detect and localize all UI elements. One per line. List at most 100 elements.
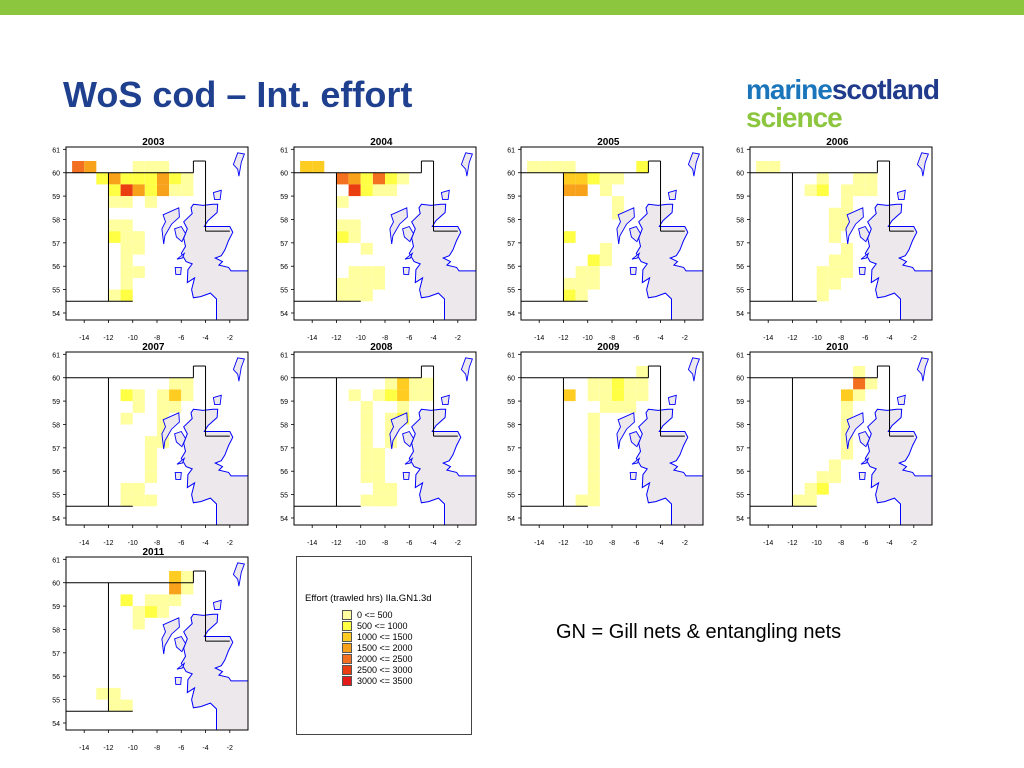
- effort-cell: [385, 482, 398, 495]
- effort-cell: [816, 277, 829, 290]
- scotland-landmass: [408, 408, 477, 526]
- x-tick-label: -10: [128, 335, 138, 342]
- effort-cell: [336, 231, 349, 243]
- x-tick-label: -12: [103, 335, 113, 342]
- effort-cell: [816, 471, 829, 483]
- y-tick-label: 57: [736, 241, 744, 248]
- effort-cell: [397, 377, 410, 390]
- effort-cell: [132, 401, 145, 413]
- effort-cell: [132, 389, 145, 402]
- legend-label: 1000 <= 1500: [357, 631, 413, 642]
- scotland-landmass: [635, 408, 704, 526]
- effort-cell: [360, 266, 373, 278]
- island-landmass: [629, 225, 642, 243]
- x-tick-label: -8: [154, 335, 160, 342]
- panel-year-label: 2004: [370, 137, 393, 148]
- y-tick-label: 54: [280, 516, 288, 523]
- effort-cell: [169, 377, 182, 390]
- effort-cell: [336, 289, 349, 302]
- scotland-landmass: [864, 203, 933, 321]
- y-tick-label: 55: [52, 288, 60, 295]
- effort-cell: [181, 172, 194, 185]
- island-landmass: [631, 457, 641, 465]
- effort-cell: [157, 594, 170, 607]
- x-tick-label: -8: [838, 335, 844, 342]
- effort-cell: [575, 172, 588, 185]
- effort-cell: [360, 471, 373, 483]
- effort-map-svg: 2010 61 60 59 58 57 56 55 54 -14 -12 -10 -8 -6 -4 -2: [736, 342, 933, 547]
- effort-cell: [612, 172, 625, 185]
- effort-cell: [336, 219, 349, 232]
- effort-cell: [599, 377, 612, 390]
- x-tick-label: -8: [154, 540, 160, 547]
- scotland-landmass: [180, 203, 249, 321]
- effort-cell: [372, 459, 385, 472]
- island-landmass: [687, 152, 701, 177]
- effort-cell: [132, 494, 145, 507]
- island-landmass: [460, 357, 474, 382]
- effort-cell: [120, 219, 133, 232]
- y-tick-label: 61: [52, 147, 60, 154]
- legend-item: 2500 <= 3000: [342, 664, 413, 675]
- effort-cell: [575, 266, 588, 278]
- y-tick-label: 59: [52, 194, 60, 201]
- legend-label: 2500 <= 3000: [357, 664, 413, 675]
- effort-map-panel: 2003 61 60 59 58 57 56 55 54 -14 -12 -10 -8 -6 -4 -2: [41, 135, 281, 345]
- y-tick-label: 61: [507, 352, 515, 359]
- island-landmass: [402, 266, 410, 275]
- y-tick-label: 56: [507, 264, 515, 271]
- scotland-landmass: [180, 613, 249, 731]
- effort-cell: [144, 594, 157, 607]
- x-tick-label: -8: [154, 745, 160, 752]
- island-landmass: [176, 457, 186, 465]
- effort-map-svg: 2009 61 60 59 58 57 56 55 54 -14 -12 -10 -8 -6 -4 -2: [507, 342, 704, 547]
- y-tick-label: 54: [736, 516, 744, 523]
- y-tick-label: 54: [52, 721, 60, 728]
- effort-cell: [372, 447, 385, 460]
- effort-cell: [816, 289, 829, 302]
- island-landmass: [402, 471, 410, 480]
- y-tick-label: 61: [52, 352, 60, 359]
- y-tick-label: 57: [507, 446, 515, 453]
- legend-swatch: [342, 675, 352, 686]
- effort-cell: [348, 172, 361, 185]
- island-landmass: [161, 617, 180, 655]
- y-tick-label: 54: [507, 311, 515, 318]
- effort-cell: [120, 184, 133, 197]
- island-landmass: [616, 207, 635, 245]
- effort-cell: [853, 389, 866, 402]
- y-tick-label: 58: [52, 217, 60, 224]
- effort-cell: [300, 161, 313, 173]
- effort-cell: [563, 231, 576, 243]
- effort-cell: [360, 184, 373, 197]
- effort-cell: [144, 172, 157, 185]
- effort-cell: [828, 254, 841, 267]
- effort-cell: [169, 172, 182, 185]
- effort-cell: [132, 242, 145, 255]
- island-landmass: [232, 152, 246, 177]
- effort-cell: [108, 699, 121, 712]
- legend-label: 1500 <= 2000: [357, 642, 413, 653]
- effort-cell: [841, 196, 854, 208]
- effort-cell: [120, 389, 133, 402]
- panel-year-label: 2010: [826, 342, 849, 353]
- effort-cell: [841, 424, 854, 437]
- effort-cell: [563, 161, 576, 173]
- y-tick-label: 59: [52, 399, 60, 406]
- legend-swatch: [342, 620, 352, 631]
- x-tick-label: -6: [406, 335, 412, 342]
- x-tick-label: -12: [103, 745, 113, 752]
- y-tick-label: 58: [280, 217, 288, 224]
- effort-cell: [120, 699, 133, 712]
- legend-label: 3000 <= 3500: [357, 675, 413, 686]
- effort-cell: [756, 161, 769, 173]
- panel-year-label: 2006: [826, 137, 849, 148]
- effort-cell: [169, 594, 182, 607]
- effort-cell: [385, 389, 398, 402]
- effort-cell: [336, 172, 349, 185]
- y-tick-label: 60: [280, 171, 288, 178]
- y-tick-label: 58: [507, 422, 515, 429]
- x-tick-label: -6: [178, 540, 184, 547]
- legend-swatch: [342, 642, 352, 653]
- effort-cell: [96, 172, 109, 185]
